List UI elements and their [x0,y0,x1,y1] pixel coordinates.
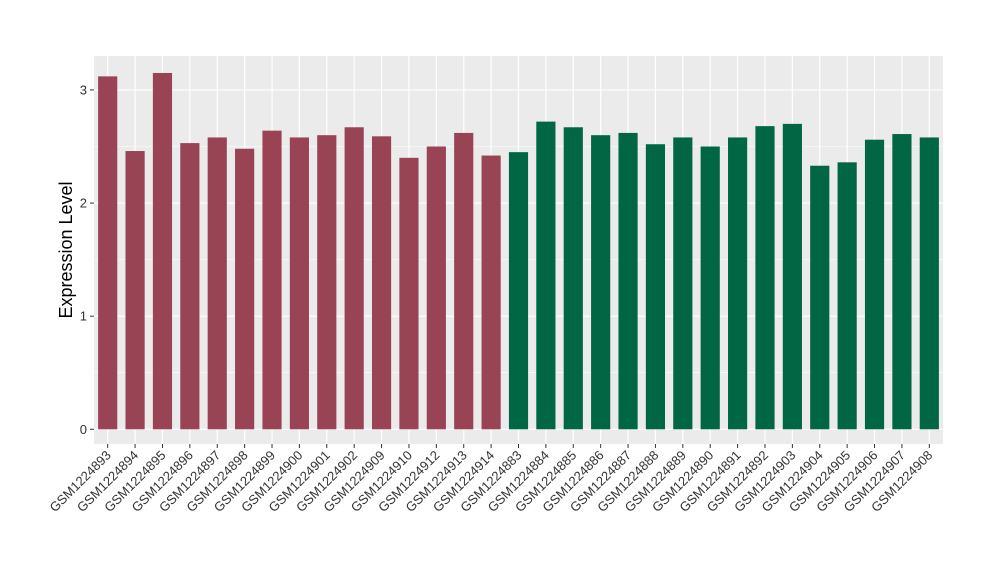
bar-GSM1224883 [508,152,529,430]
bar-GSM1224909 [371,136,392,430]
bar-GSM1224896 [180,143,200,430]
bar-GSM1224905 [837,162,857,430]
bar-GSM1224897 [207,137,227,430]
bar-GSM1224912 [426,146,446,430]
bar-GSM1224901 [317,135,337,430]
bar-GSM1224895 [152,72,173,430]
bar-GSM1224902 [344,127,364,430]
bar-GSM1224910 [399,157,419,430]
bar-GSM1224893 [98,76,118,430]
bar-GSM1224899 [262,130,282,430]
bar-GSM1224908 [919,137,939,430]
bar-GSM1224892 [755,126,775,430]
bar-GSM1224891 [728,137,748,430]
bar-GSM1224904 [810,165,830,430]
bar-GSM1224906 [864,139,885,430]
bar-GSM1224900 [289,137,309,430]
bar-GSM1224884 [536,121,556,430]
bar-GSM1224914 [481,155,501,430]
bar-GSM1224887 [618,132,638,430]
bars [98,72,939,430]
y-tick-label: 1 [80,309,87,324]
x-axis: GSM1224893GSM1224894GSM1224895GSM1224896… [46,444,935,515]
bar-GSM1224890 [700,146,720,430]
y-axis-title: Expression Level [56,181,76,318]
bar-GSM1224907 [892,134,912,430]
bar-GSM1224913 [454,132,474,430]
bar-GSM1224885 [563,127,583,430]
bar-GSM1224894 [125,151,145,430]
bar-GSM1224898 [235,148,255,430]
bar-GSM1224889 [673,137,693,430]
y-axis: 0 1 2 3 [80,82,94,437]
y-tick-label: 2 [80,196,87,211]
bar-GSM1224886 [591,135,611,430]
bar-GSM1224888 [645,144,666,430]
bar-GSM1224903 [782,123,802,430]
y-tick-label: 3 [80,82,87,97]
y-tick-label: 0 [80,422,87,437]
